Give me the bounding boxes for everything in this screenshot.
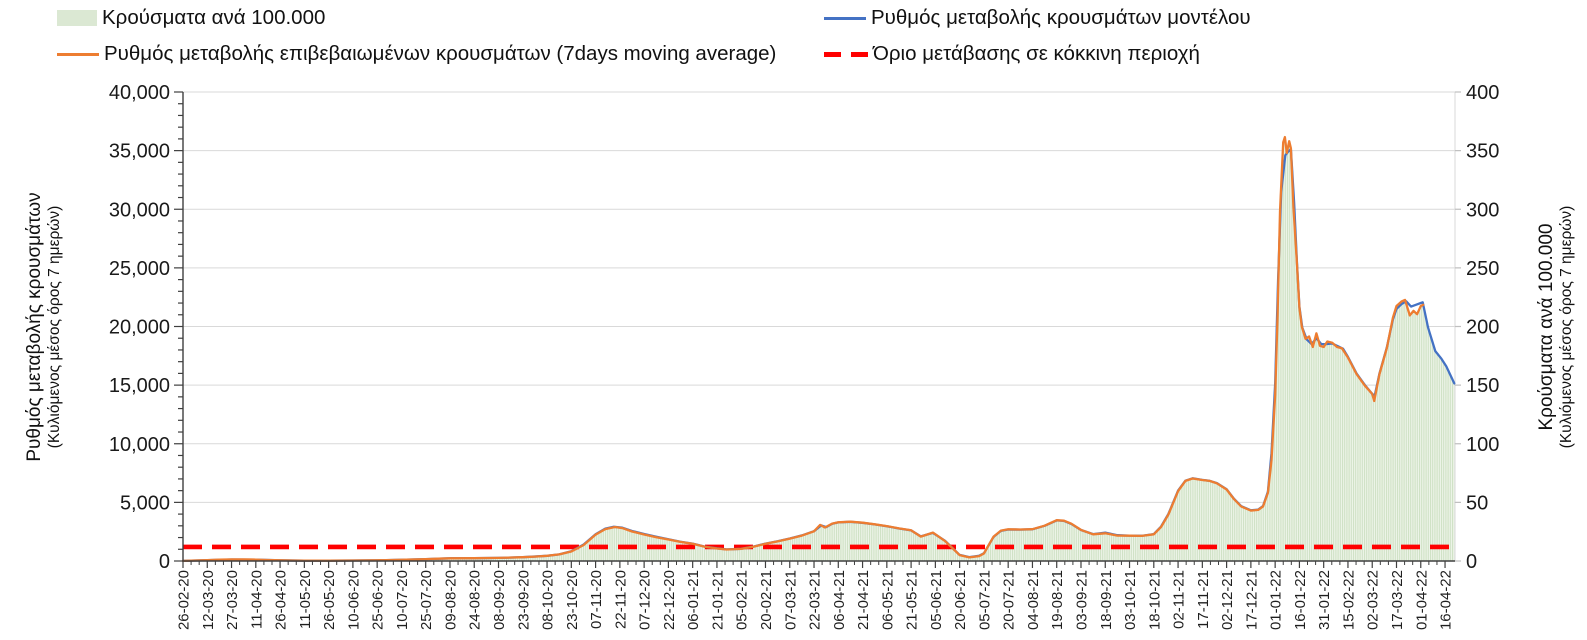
svg-text:100: 100 — [1466, 434, 1499, 456]
svg-text:200: 200 — [1466, 317, 1499, 339]
svg-text:27-03-20: 27-03-20 — [224, 570, 241, 630]
svg-text:23-10-20: 23-10-20 — [564, 570, 581, 630]
svg-text:25-06-20: 25-06-20 — [370, 570, 387, 630]
svg-text:06-01-21: 06-01-21 — [685, 570, 702, 630]
svg-text:20,000: 20,000 — [109, 317, 170, 339]
svg-text:23-09-20: 23-09-20 — [515, 570, 532, 630]
svg-text:50: 50 — [1466, 492, 1488, 514]
svg-text:10,000: 10,000 — [109, 434, 170, 456]
series-lines — [181, 135, 1456, 563]
svg-text:02-12-21: 02-12-21 — [1219, 570, 1236, 630]
tick-labels: 0 5,000 10,000 15,000 20,000 25,000 30,000 35,0… — [109, 82, 1500, 630]
svg-text:03-10-21: 03-10-21 — [1122, 570, 1139, 630]
svg-text:18-10-21: 18-10-21 — [1146, 570, 1163, 630]
legend-label: Ρυθμός μεταβολής επιβεβαιωμένων κρουσμάτ… — [104, 42, 777, 65]
svg-text:22-11-20: 22-11-20 — [612, 570, 629, 629]
svg-text:09-08-20: 09-08-20 — [443, 570, 460, 630]
legend-label: Όριο μετάβασης σε κόκκινη περιοχή — [873, 42, 1200, 65]
svg-text:06-05-21: 06-05-21 — [879, 570, 896, 630]
svg-text:20-06-21: 20-06-21 — [952, 570, 969, 630]
svg-text:05-07-21: 05-07-21 — [976, 570, 993, 630]
svg-text:03-09-21: 03-09-21 — [1074, 570, 1091, 630]
legend-item-red-threshold: Όριο μετάβασης σε κόκκινη περιοχή — [824, 42, 1200, 66]
svg-text:31-01-22: 31-01-22 — [1316, 570, 1333, 630]
svg-text:16-04-22: 16-04-22 — [1438, 570, 1455, 630]
svg-text:17-12-21: 17-12-21 — [1243, 570, 1260, 630]
svg-text:400: 400 — [1466, 82, 1499, 104]
svg-text:25,000: 25,000 — [109, 258, 170, 280]
svg-text:0: 0 — [1466, 551, 1477, 573]
svg-text:25-07-20: 25-07-20 — [418, 570, 435, 630]
svg-text:35,000: 35,000 — [109, 141, 170, 163]
area-swatch-icon — [57, 10, 97, 26]
svg-text:300: 300 — [1466, 199, 1499, 221]
svg-text:10-07-20: 10-07-20 — [394, 570, 411, 630]
svg-text:16-01-22: 16-01-22 — [1292, 570, 1309, 630]
svg-text:06-04-21: 06-04-21 — [831, 570, 848, 630]
svg-text:350: 350 — [1466, 141, 1499, 163]
legend-label: Ρυθμός μεταβολής κρουσμάτων μοντέλου — [871, 6, 1251, 29]
svg-text:22-12-20: 22-12-20 — [661, 570, 678, 630]
svg-text:07-12-20: 07-12-20 — [637, 570, 654, 630]
svg-text:20-02-21: 20-02-21 — [758, 570, 775, 630]
svg-text:18-09-21: 18-09-21 — [1098, 570, 1115, 630]
series-area-cases-per-100k — [183, 137, 1455, 561]
axes-and-ticks — [174, 91, 1455, 568]
svg-text:17-03-22: 17-03-22 — [1389, 570, 1406, 630]
svg-text:05-06-21: 05-06-21 — [928, 570, 945, 630]
svg-text:26-02-20: 26-02-20 — [176, 570, 193, 630]
svg-text:15,000: 15,000 — [109, 375, 170, 397]
svg-text:11-05-20: 11-05-20 — [297, 570, 314, 629]
orange-line-icon — [57, 52, 99, 56]
svg-text:01-01-22: 01-01-22 — [1268, 570, 1285, 630]
svg-text:30,000: 30,000 — [109, 199, 170, 221]
svg-text:26-04-20: 26-04-20 — [273, 570, 290, 630]
svg-text:15-02-22: 15-02-22 — [1341, 570, 1358, 630]
svg-text:08-10-20: 08-10-20 — [540, 570, 557, 630]
legend-label: Κρούσματα ανά 100.000 — [102, 6, 326, 29]
svg-text:20-07-21: 20-07-21 — [1001, 570, 1018, 630]
svg-text:22-03-21: 22-03-21 — [807, 570, 824, 630]
svg-text:150: 150 — [1466, 375, 1499, 397]
svg-text:21-04-21: 21-04-21 — [855, 570, 872, 630]
svg-text:05-02-21: 05-02-21 — [734, 570, 751, 630]
svg-text:24-08-20: 24-08-20 — [467, 570, 484, 630]
svg-text:04-08-21: 04-08-21 — [1025, 570, 1042, 630]
svg-text:17-11-21: 17-11-21 — [1195, 570, 1212, 629]
legend-item-model-rate: Ρυθμός μεταβολής κρουσμάτων μοντέλου — [824, 6, 1251, 30]
svg-text:21-05-21: 21-05-21 — [904, 570, 921, 630]
svg-text:26-05-20: 26-05-20 — [321, 570, 338, 630]
svg-text:02-11-21: 02-11-21 — [1171, 570, 1188, 629]
svg-text:12-03-20: 12-03-20 — [200, 570, 217, 630]
svg-text:40,000: 40,000 — [109, 82, 170, 104]
blue-line-icon — [824, 16, 866, 20]
legend-item-confirmed-rate: Ρυθμός μεταβολής επιβεβαιωμένων κρουσμάτ… — [57, 42, 776, 66]
svg-text:5,000: 5,000 — [120, 492, 170, 514]
svg-text:01-04-22: 01-04-22 — [1413, 570, 1430, 630]
svg-text:250: 250 — [1466, 258, 1499, 280]
svg-text:07-03-21: 07-03-21 — [782, 570, 799, 630]
legend-item-cases-per-100k: Κρούσματα ανά 100.000 — [57, 6, 325, 30]
svg-text:0: 0 — [159, 551, 170, 573]
gridlines — [183, 91, 1461, 562]
svg-text:07-11-20: 07-11-20 — [588, 570, 605, 629]
svg-text:19-08-21: 19-08-21 — [1049, 570, 1066, 630]
svg-text:21-01-21: 21-01-21 — [709, 570, 726, 630]
svg-text:10-06-20: 10-06-20 — [345, 570, 362, 630]
svg-text:02-03-22: 02-03-22 — [1365, 570, 1382, 630]
svg-text:11-04-20: 11-04-20 — [248, 570, 265, 629]
svg-text:08-09-20: 08-09-20 — [491, 570, 508, 630]
red-dash-icon — [824, 51, 868, 57]
